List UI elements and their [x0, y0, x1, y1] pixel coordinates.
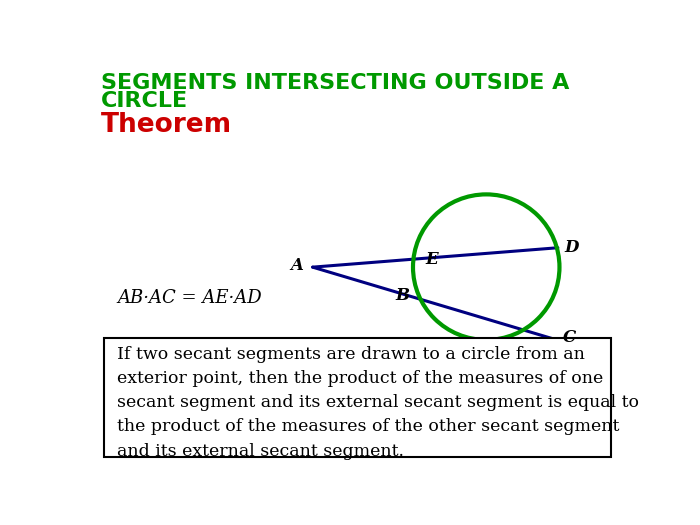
- Text: D: D: [564, 239, 579, 256]
- Text: AB·AC = AE·AD: AB·AC = AE·AD: [118, 289, 262, 307]
- Text: CIRCLE: CIRCLE: [101, 91, 188, 111]
- Text: B: B: [395, 287, 409, 303]
- Text: Theorem: Theorem: [101, 111, 232, 138]
- Text: C: C: [564, 329, 577, 346]
- Text: E: E: [425, 251, 438, 268]
- Text: If two secant segments are drawn to a circle from an
exterior point, then the pr: If two secant segments are drawn to a ci…: [118, 346, 639, 459]
- Text: SEGMENTS INTERSECTING OUTSIDE A: SEGMENTS INTERSECTING OUTSIDE A: [101, 73, 569, 93]
- FancyBboxPatch shape: [104, 338, 611, 457]
- Text: A: A: [290, 257, 303, 274]
